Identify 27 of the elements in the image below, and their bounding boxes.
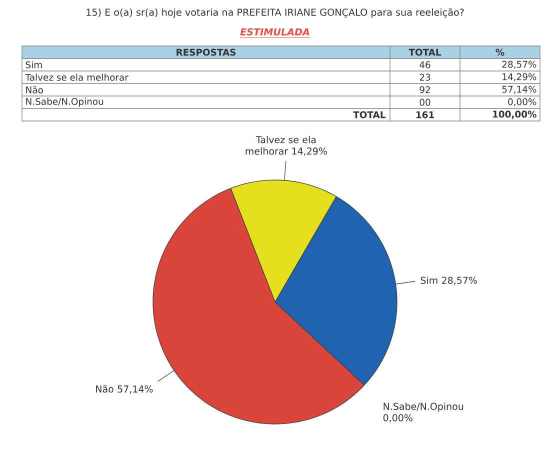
- text: 14,29%: [502, 73, 536, 82]
- text: %: [496, 48, 504, 56]
- text: 57,14%: [502, 86, 536, 94]
- text: 100,00%: [493, 110, 536, 119]
- text: 0,00%: [383, 414, 412, 422]
- text: 46: [420, 61, 430, 68]
- data-label: 57,14%: [118, 385, 153, 394]
- text: TOTAL: [408, 48, 442, 56]
- text: TOTAL: [353, 111, 386, 118]
- slice-label: Não: [96, 385, 114, 393]
- category-label: Talvez se ela melhorar: [25, 74, 128, 81]
- text: 28,57%: [502, 60, 536, 69]
- category-label: Sim: [26, 61, 42, 68]
- chart-subtitle: ESTIMULADA: [240, 28, 310, 36]
- text: 23: [420, 74, 430, 81]
- chart-title: 15) E o(a) sr(a) hoje votaria na PREFEITA IRIANE GONÇALO para sua reeleição?: [86, 8, 464, 18]
- category-label: Não: [26, 86, 43, 94]
- text: RESPOSTAS: [176, 48, 236, 56]
- text: 92: [420, 86, 430, 94]
- text: 00: [420, 98, 430, 106]
- data-label: 28,57%: [442, 276, 477, 285]
- category-label: N.Sabe/N.Opinou: [384, 402, 464, 412]
- text: 0,00%: [508, 98, 536, 106]
- slice-label: Sim: [420, 276, 438, 284]
- text: 161: [416, 111, 434, 118]
- data-label: 14,29%: [292, 148, 327, 156]
- category-label: N.Sabe/N.Opinou: [26, 98, 104, 107]
